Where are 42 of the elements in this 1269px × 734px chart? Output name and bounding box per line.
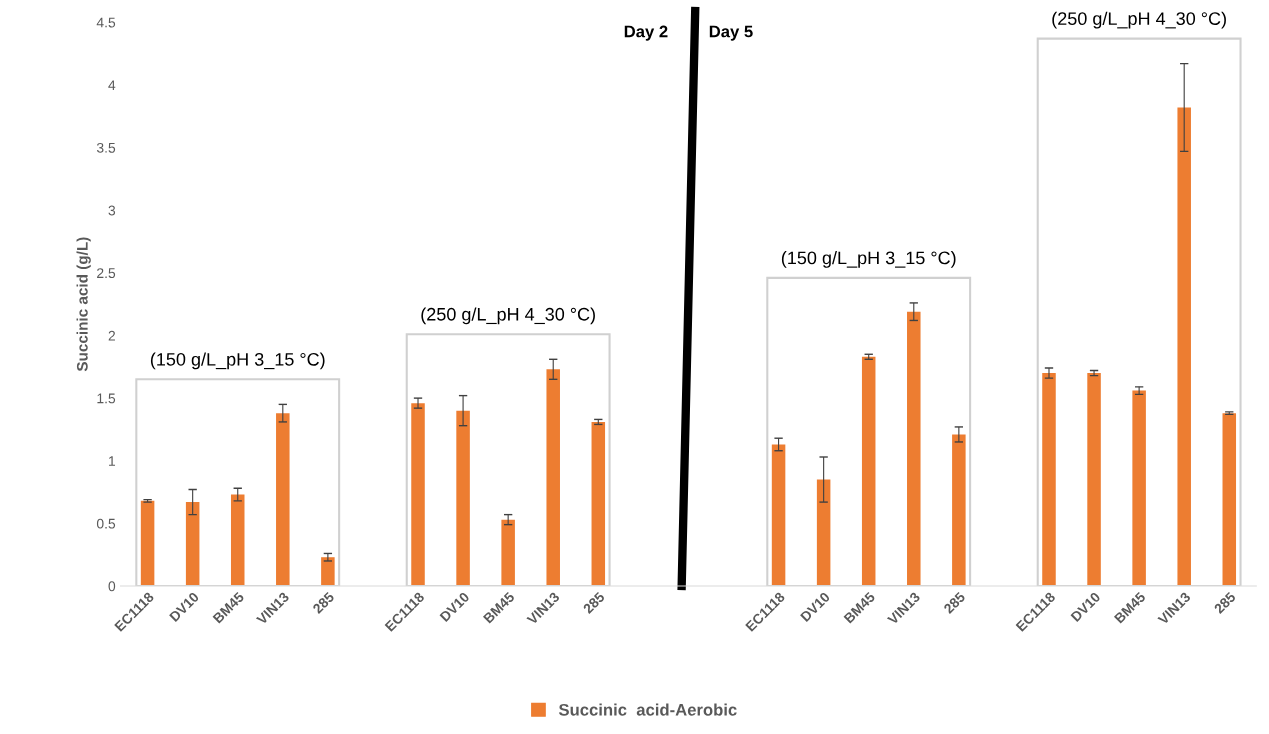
bar [771,444,786,587]
y-tick-label: 4.5 [96,17,116,28]
annotation: Day 2 [624,25,668,41]
y-tick-label: 4 [108,80,116,90]
y-axis-title: Succinic acid (g/L) [76,237,91,372]
bar [1042,373,1056,587]
bar [321,557,335,587]
bar [952,434,966,587]
annotation: (250 g/L_pH 4_30 °C) [1052,11,1226,29]
y-tick-label: 3 [108,205,116,216]
annotation: (250 g/L_pH 4_30 °C) [421,307,595,325]
bar [1177,107,1191,587]
x-tick-label: 285 [943,591,966,615]
bar [411,403,425,587]
y-tick-label: 2 [108,330,115,341]
x-tick-label: 285 [1213,591,1237,615]
y-tick-label: 1 [109,456,116,466]
bar [456,410,470,587]
bar [501,519,515,587]
x-tick-label: 285 [312,591,335,615]
y-tick-label: 3.5 [96,142,116,153]
bar [1132,390,1146,587]
annotation: (150 g/L_pH 3_15 °C) [150,352,325,370]
y-tick-label: 0.5 [96,518,116,529]
bar [861,356,876,587]
bar [140,500,155,587]
bar [591,421,606,587]
y-tick-label: 0 [108,581,116,592]
y-tick-label: 2.5 [97,268,116,279]
bar [907,311,921,587]
bar [185,502,200,587]
legend-label: Succinic acid-Aerobic [558,703,737,716]
annotation: Day 5 [709,25,753,41]
bar [816,479,831,587]
bar [546,369,560,587]
bar [1222,413,1237,587]
bar [1087,373,1101,587]
y-tick-label: 1.5 [97,393,116,404]
bar [230,494,245,587]
bar [276,413,290,587]
x-tick-label: 285 [582,591,606,615]
annotation: (150 g/L_pH 3_15 °C) [781,251,956,268]
